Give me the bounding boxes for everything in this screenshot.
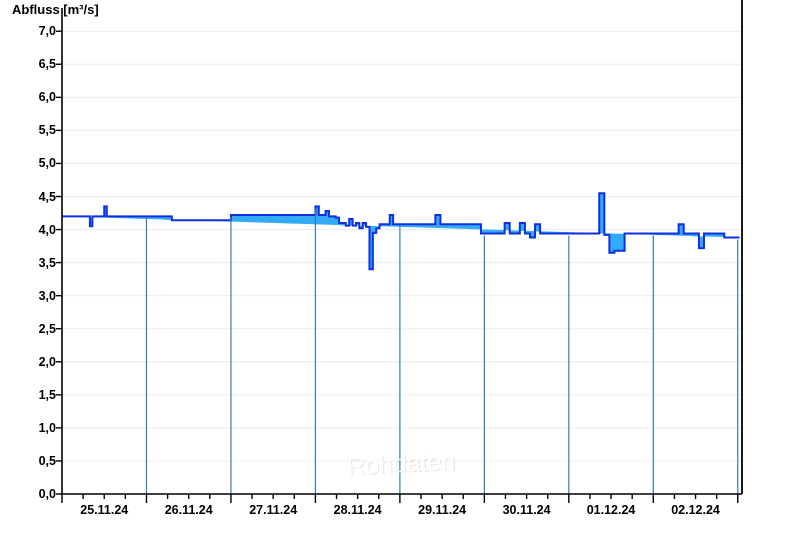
y-tick-label: 6,5	[38, 57, 56, 72]
x-tick-label: 02.12.24	[671, 503, 720, 517]
y-tick-label: 5,5	[38, 123, 56, 138]
y-tick-label: 2,0	[38, 354, 56, 369]
y-axis-title: Abfluss [m³/s]	[12, 2, 99, 17]
x-tick-label: 01.12.24	[586, 503, 636, 517]
series-line	[62, 192, 740, 271]
series-fill	[62, 193, 740, 270]
y-tick-label: 6,0	[38, 90, 56, 105]
x-axis-tick-labels: 25.11.24 26.11.24 27.11.24 28.11.24 29.11.24…	[0, 503, 800, 533]
x-tick-label: 25.11.24	[80, 503, 129, 517]
series-area-abfluss	[62, 192, 740, 271]
y-tick-label: 3,0	[38, 288, 56, 303]
y-tick-label: 3,5	[38, 255, 56, 270]
y-tick-label: 7,0	[38, 24, 56, 39]
y-tick-label: 4,0	[38, 222, 56, 237]
y-tick-label: 0,5	[38, 453, 56, 468]
y-tick-label: 1,0	[38, 420, 56, 435]
y-tick-label: 4,5	[38, 189, 56, 204]
x-tick-label: 28.11.24	[333, 503, 382, 517]
x-tick-label: 29.11.24	[418, 503, 467, 517]
tick-marks	[56, 30, 739, 503]
y-axis-tick-labels: 0,0 0,5 1,0 1,5 2,0 2,5 3,0 3,5 4,0 4,5 5,0 5,5 6,0 6…	[0, 0, 56, 550]
y-tick-label: 0,0	[38, 487, 56, 501]
y-tick-label: 5,0	[38, 156, 56, 171]
x-tick-label: 30.11.24	[502, 503, 551, 517]
x-tick-label: 27.11.24	[249, 503, 298, 517]
x-tick-label: 26.11.24	[164, 503, 213, 517]
day-separator-lines	[145, 208, 739, 494]
y-tick-label: 2,5	[38, 321, 56, 336]
axis-lines	[61, 0, 743, 495]
gridlines	[62, 30, 742, 462]
y-tick-label: 1,5	[38, 387, 56, 402]
